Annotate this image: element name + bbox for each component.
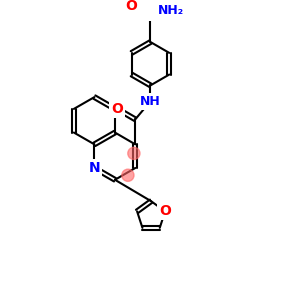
Text: NH₂: NH₂ (158, 4, 184, 16)
Text: NH: NH (140, 95, 161, 108)
Circle shape (128, 147, 140, 160)
Text: O: O (159, 204, 171, 218)
Text: O: O (111, 102, 123, 116)
Text: N: N (88, 161, 100, 175)
Circle shape (122, 169, 134, 182)
Text: O: O (125, 0, 137, 13)
